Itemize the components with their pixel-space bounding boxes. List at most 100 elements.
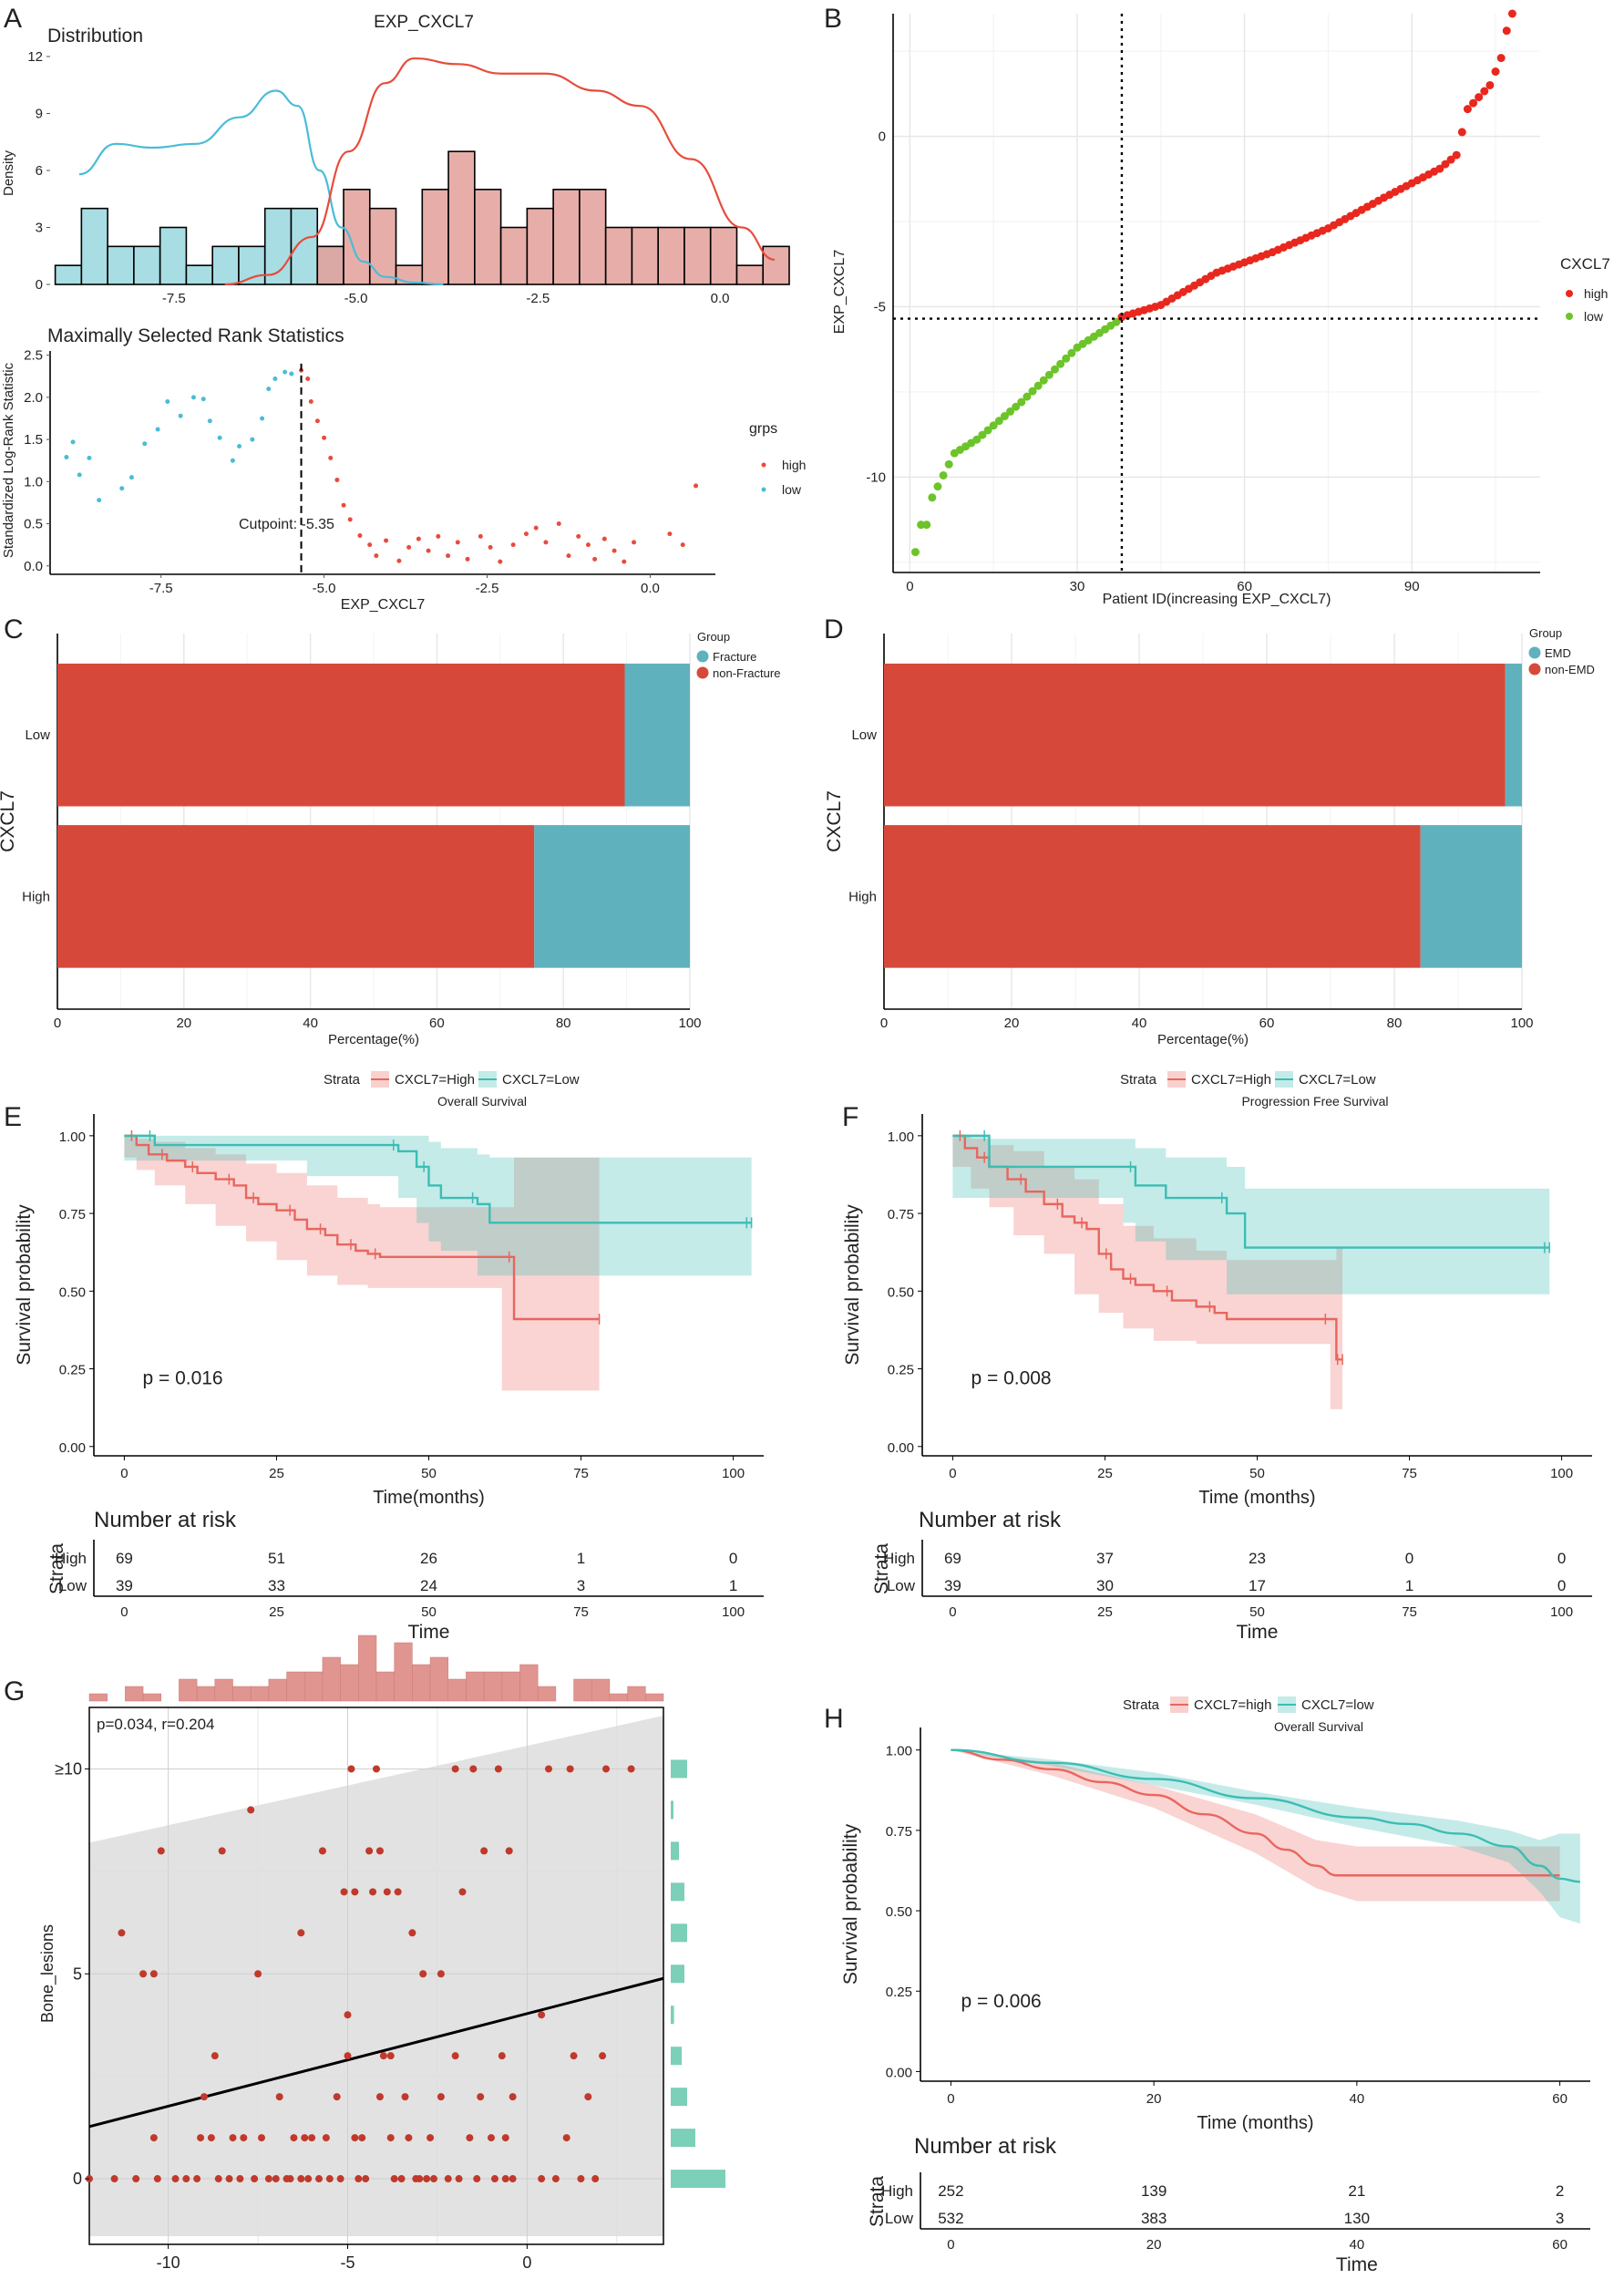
data-point [416, 2175, 424, 2183]
data-point [562, 2134, 570, 2142]
data-point [149, 2134, 158, 2142]
x-tick-label: 0 [880, 1016, 888, 1031]
point-high [1491, 67, 1500, 77]
y-axis-label: Density [1, 150, 16, 196]
data-point [207, 2134, 215, 2142]
data-point [286, 2175, 294, 2183]
histogram-bar-low [159, 226, 188, 285]
legend-title: Strata [1120, 1072, 1157, 1088]
data-point [351, 1888, 359, 1896]
data-point [427, 2134, 435, 2142]
risk-table-row-label: Low [885, 2210, 914, 2227]
data-point [386, 2134, 395, 2142]
legend-title: Strata [324, 1072, 361, 1088]
x-tick-label: -2.5 [476, 581, 499, 596]
point-high [396, 558, 402, 563]
point-low [178, 413, 183, 418]
bar-non-fracture [57, 663, 625, 807]
panel-h-overall-survival: Strata CXCL7=high CXCL7=low Overall Surviva… [840, 1696, 1590, 2275]
data-point [455, 2175, 463, 2183]
data-point [211, 2052, 219, 2060]
data-point [344, 2052, 352, 2060]
marginal-histogram-bar-x [196, 1686, 216, 1702]
data-point [591, 2175, 600, 2183]
data-point [182, 2175, 190, 2183]
data-point [437, 1970, 445, 1978]
survival-curve-low [952, 1134, 1550, 1249]
data-point [505, 1847, 513, 1855]
data-point [437, 2093, 445, 2101]
histogram-bar-high [579, 189, 607, 285]
y-axis-label: CXCL7 [824, 790, 845, 852]
x-tick-label: 100 [1510, 1016, 1533, 1031]
data-point [473, 2175, 481, 2183]
risk-table-x-tick: 20 [1146, 2237, 1162, 2253]
risk-table-value: 23 [1249, 1550, 1266, 1567]
confidence-band-low [952, 1135, 1550, 1294]
legend-label: non-Fracture [713, 666, 780, 680]
point-low [994, 417, 1003, 426]
risk-table-strata-label: Strata [871, 1543, 892, 1594]
y-tick-label: 0.0 [24, 559, 43, 574]
x-tick-label: -10 [157, 2253, 180, 2272]
marginal-histogram-bar-y [671, 1800, 673, 1820]
legend-swatch-low [1566, 313, 1573, 320]
data-point [297, 2175, 305, 2183]
legend-label: Fracture [713, 650, 756, 664]
risk-table-value: 1 [577, 1550, 585, 1567]
point-high [533, 525, 539, 531]
risk-table-value: 26 [420, 1550, 437, 1567]
risk-table-value: 383 [1141, 2210, 1167, 2227]
risk-table-value: 51 [268, 1550, 285, 1567]
risk-table-value: 139 [1141, 2182, 1167, 2200]
bar-emd [1505, 663, 1522, 807]
data-point [466, 2134, 474, 2142]
correlation-annotation: p=0.034, r=0.204 [97, 1716, 215, 1733]
data-point [430, 2175, 437, 2183]
point-high [341, 502, 346, 508]
x-tick-label: 60 [1552, 2091, 1567, 2107]
histogram-bar-low [80, 207, 108, 285]
point-low [939, 470, 948, 480]
data-point [229, 2134, 237, 2142]
risk-table-x-tick: 100 [1550, 1604, 1573, 1620]
x-tick-label: -7.5 [149, 581, 173, 596]
data-point [477, 2093, 485, 2101]
data-point [308, 2134, 316, 2142]
data-point [351, 2134, 359, 2142]
panel-e-overall-survival: Strata CXCL7=High CXCL7=Low Overall Surviva… [14, 1071, 764, 1643]
data-point [451, 2052, 459, 2060]
legend-title: Strata [1123, 1697, 1160, 1713]
marginal-histogram-bar-x [340, 1664, 359, 1702]
data-point [401, 2093, 409, 2101]
point-low [944, 459, 953, 469]
data-point [490, 2175, 499, 2183]
data-point [373, 1765, 380, 1773]
data-point [509, 2175, 517, 2183]
risk-table-value: 24 [420, 1577, 437, 1594]
risk-table-value: 30 [1096, 1577, 1114, 1594]
survival-curve-low [951, 1748, 1580, 1883]
marginal-histogram-bar-x [179, 1678, 198, 1702]
point-high [1452, 150, 1461, 160]
data-point [157, 1847, 165, 1855]
data-point [570, 2052, 578, 2060]
point-high [1463, 105, 1472, 114]
chart-title: Overall Survival [437, 1094, 527, 1109]
point-low [250, 437, 255, 442]
marginal-histogram-bar-x [412, 1664, 431, 1702]
data-point [509, 2093, 517, 2101]
point-high [334, 477, 340, 482]
data-point [498, 2052, 506, 2060]
point-low [1062, 354, 1071, 363]
risk-table-strata-label: Strata [46, 1543, 67, 1594]
y-tick-label: 0.50 [59, 1284, 86, 1300]
data-point [297, 1929, 305, 1937]
data-point [110, 2175, 118, 2183]
point-low [217, 435, 222, 440]
point-high [1446, 155, 1455, 164]
y-tick-label: 0.25 [886, 1985, 912, 2000]
data-point [551, 2175, 560, 2183]
x-tick-label: 75 [1402, 1466, 1417, 1481]
